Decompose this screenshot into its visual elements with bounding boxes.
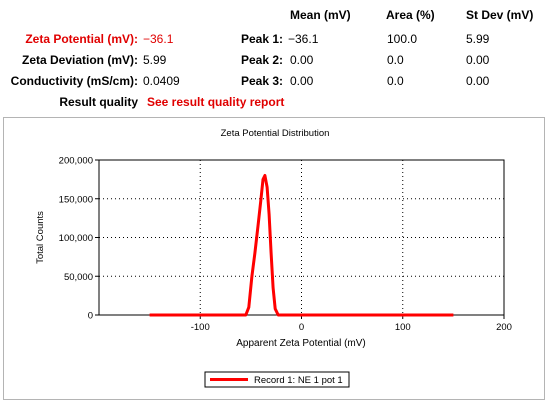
peak-2-stdev: 0.00 xyxy=(466,53,490,67)
conductivity-label: Conductivity (mS/cm): xyxy=(10,74,138,88)
y-axis: 0 50,000 100,000 150,000 200,000 xyxy=(59,156,99,322)
x-tick-label: 0 xyxy=(299,322,304,333)
x-tick-label: 200 xyxy=(496,322,512,333)
column-header-area: Area (%) xyxy=(386,8,435,22)
y-tick-label: 50,000 xyxy=(64,272,93,283)
x-tick-label: -100 xyxy=(191,322,210,333)
y-tick-label: 150,000 xyxy=(59,194,93,205)
legend-box xyxy=(204,371,350,388)
chart-legend: Record 1: NE 1 pot 1 xyxy=(204,371,350,388)
peak-2-label: Peak 2: xyxy=(240,53,283,67)
peak-3-stdev: 0.00 xyxy=(466,74,490,88)
peak-1-mean: −36.1 xyxy=(288,32,319,46)
y-tick-label: 0 xyxy=(88,311,93,322)
zeta-potential-chart-panel: Zeta Potential Distribution 0 50,000 100,0… xyxy=(3,117,545,400)
y-tick-label: 200,000 xyxy=(59,156,93,167)
result-quality-label: Result quality xyxy=(59,95,138,109)
peak-3-area: 0.0 xyxy=(387,74,404,88)
x-axis-label: Apparent Zeta Potential (mV) xyxy=(236,338,366,349)
chart-series xyxy=(149,174,454,317)
conductivity-value: 0.0409 xyxy=(143,74,180,88)
series-line xyxy=(149,174,454,317)
chart-grid xyxy=(99,160,504,315)
chart-title: Zeta Potential Distribution xyxy=(221,128,330,139)
legend-label: Record 1: NE 1 pot 1 xyxy=(254,375,343,386)
column-header-mean: Mean (mV) xyxy=(290,8,351,22)
peak-2-area: 0.0 xyxy=(387,53,404,67)
result-quality-report-link[interactable]: See result quality report xyxy=(147,95,285,109)
y-axis-label: Total Counts xyxy=(35,211,46,264)
column-header-stdev: St Dev (mV) xyxy=(466,8,534,22)
peak-2-mean: 0.00 xyxy=(290,53,314,67)
zeta-potential-label: Zeta Potential (mV): xyxy=(25,32,138,46)
zeta-potential-chart: Zeta Potential Distribution 0 50,000 100,0… xyxy=(35,128,512,388)
zeta-potential-value: −36.1 xyxy=(143,32,174,46)
x-tick-label: 100 xyxy=(395,322,411,333)
peak-3-mean: 0.00 xyxy=(290,74,314,88)
peak-3-label: Peak 3: xyxy=(240,74,283,88)
peak-1-area: 100.0 xyxy=(387,32,418,46)
peak-1-label: Peak 1: xyxy=(240,32,283,46)
zeta-deviation-value: 5.99 xyxy=(143,53,167,67)
zeta-deviation-label: Zeta Deviation (mV): xyxy=(21,53,138,67)
x-axis: -100 0 100 200 xyxy=(191,315,512,333)
y-tick-label: 100,000 xyxy=(59,233,93,244)
peak-1-stdev: 5.99 xyxy=(466,32,490,46)
